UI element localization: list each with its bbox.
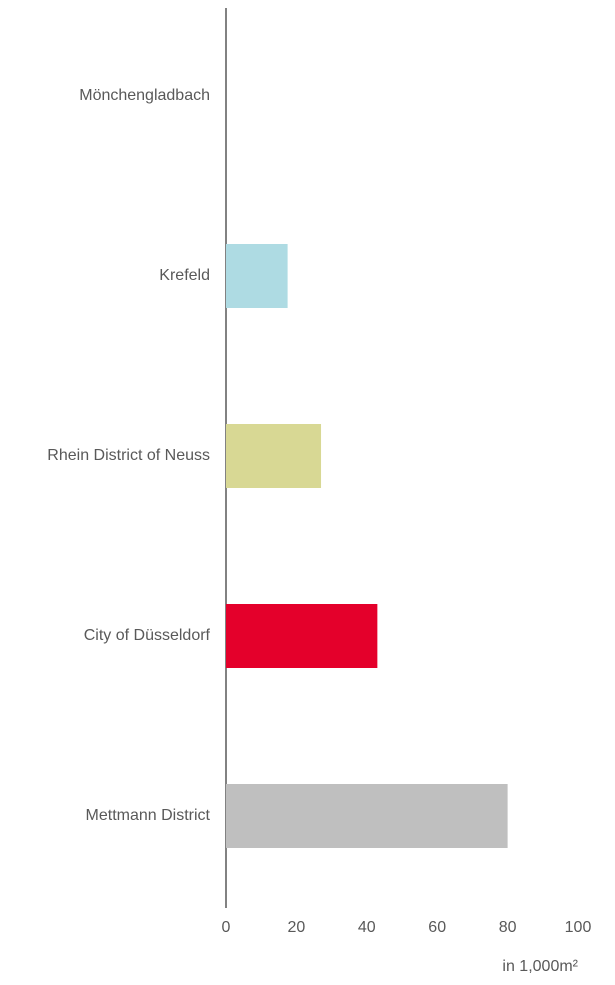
y-tick-label: Rhein District of Neuss	[47, 447, 210, 464]
x-tick-label: 100	[565, 919, 592, 936]
bar	[226, 604, 378, 668]
y-tick-label: Krefeld	[159, 267, 210, 284]
y-tick-label: Mönchengladbach	[79, 87, 210, 104]
x-tick-label: 40	[358, 919, 376, 936]
y-tick-label: City of Düsseldorf	[84, 627, 211, 644]
x-tick-label: 20	[288, 919, 306, 936]
x-tick-label: 0	[222, 919, 231, 936]
bar	[226, 244, 288, 308]
x-tick-label: 60	[428, 919, 446, 936]
y-tick-label: Mettmann District	[86, 807, 211, 824]
x-tick-label: 80	[499, 919, 517, 936]
bar	[226, 784, 508, 848]
bar	[226, 424, 322, 488]
x-axis-label: in 1,000m²	[502, 958, 578, 975]
